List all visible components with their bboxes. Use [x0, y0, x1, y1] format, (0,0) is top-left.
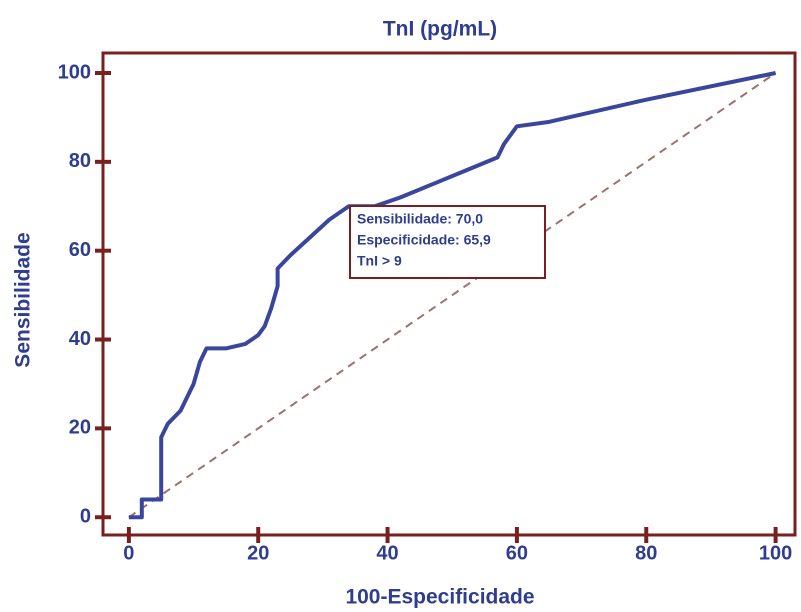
y-tick-label: 0: [80, 506, 91, 528]
x-tick-label: 0: [123, 542, 134, 564]
chart-title: TnI (pg/mL): [383, 18, 497, 41]
annotation-text: Especificidade: 65,9: [357, 232, 491, 248]
y-tick-label: 100: [58, 61, 91, 83]
roc-curve: [128, 72, 777, 519]
y-tick-label: 60: [69, 239, 91, 261]
x-tick-label: 40: [376, 542, 398, 564]
x-axis-label: 100-Especificidade: [345, 586, 534, 609]
annotation-text: Sensibilidade: 70,0: [357, 211, 483, 227]
y-tick-label: 80: [69, 150, 91, 172]
annotation-frame: [349, 205, 546, 279]
plot-frame: [101, 51, 797, 537]
x-tick-label: 100: [759, 542, 792, 564]
x-tick-label: 60: [506, 542, 528, 564]
y-axis-label: Sensibilidade: [12, 232, 35, 367]
x-tick-label: 20: [247, 542, 269, 564]
y-tick-label: 40: [69, 328, 91, 350]
y-tick-label: 20: [69, 417, 91, 439]
x-tick-label: 80: [635, 542, 657, 564]
annotation-text: TnI > 9: [357, 253, 402, 269]
annotation-box: Sensibilidade: 70,0 Especificidade: 65,9 T…: [349, 205, 546, 279]
roc-curve: [128, 71, 777, 520]
